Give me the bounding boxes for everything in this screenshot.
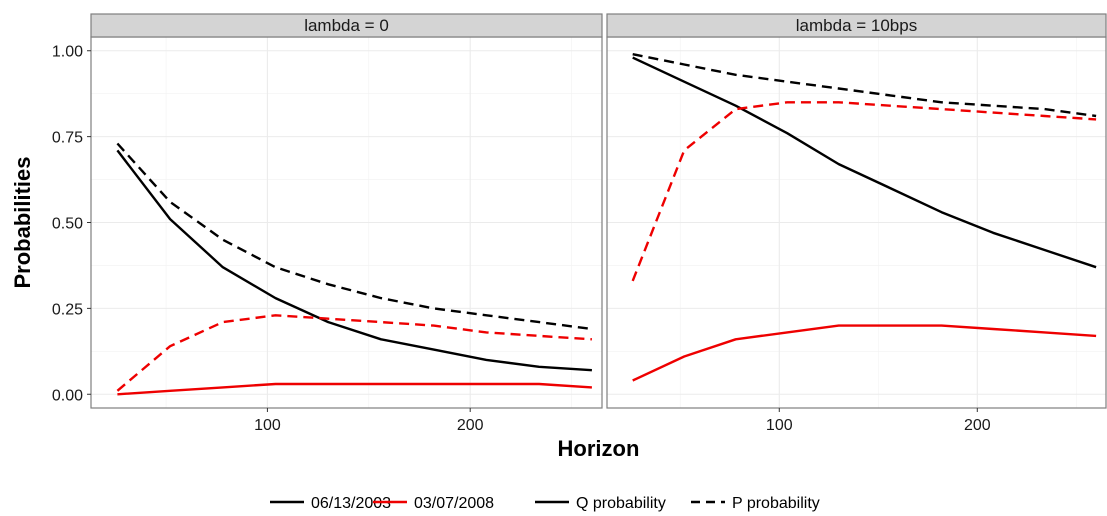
facet-strip-label: lambda = 0: [304, 16, 389, 35]
x-axis-title: Horizon: [558, 436, 640, 461]
axes: 100 200 100 200 0.00 0.25 0.50 0.75 1.00: [52, 44, 991, 434]
y-tick-label: 0.75: [52, 130, 83, 147]
legend-label: P probability: [732, 495, 820, 512]
y-tick-label: 1.00: [52, 44, 83, 61]
legend: 06/13/2003 03/07/2008 Q probability P proba…: [270, 495, 820, 512]
series-line-06-13-2003-p: [632, 53, 1097, 118]
facet-strip: [606, 13, 1107, 38]
series-line-06-13-2003-q: [116, 149, 592, 372]
series-line-03-07-2008-q: [632, 324, 1097, 382]
panel-1: lambda = 0: [90, 13, 603, 409]
panel-2: lambda = 10bps: [606, 13, 1107, 409]
legend-item: 03/07/2008: [373, 495, 494, 512]
series-line-03-07-2008-q: [117, 382, 592, 396]
x-tick-label: 100: [254, 417, 281, 434]
facet-strip-label: lambda = 10bps: [796, 16, 917, 35]
legend-item: P probability: [691, 495, 820, 512]
x-tick-label: 200: [457, 417, 484, 434]
x-tick-label: 200: [964, 417, 991, 434]
series-line-06-13-2003-q: [632, 56, 1097, 269]
legend-item: Q probability: [535, 495, 666, 512]
x-tick-label: 100: [766, 417, 793, 434]
legend-label: Q probability: [576, 495, 666, 512]
series-line-03-07-2008-p: [116, 314, 592, 392]
panels: lambda = 0 lambda = 10bps: [90, 13, 1107, 409]
y-tick-label: 0.50: [52, 216, 83, 233]
legend-label: 03/07/2008: [414, 495, 494, 512]
y-tick-label: 0.00: [52, 387, 83, 404]
legend-label: 06/13/2003: [311, 495, 391, 512]
y-tick-label: 0.25: [52, 301, 83, 318]
legend-item: 06/13/2003: [270, 495, 391, 512]
facet-strip: [90, 13, 603, 38]
y-axis-title: Probabilities: [10, 156, 35, 288]
